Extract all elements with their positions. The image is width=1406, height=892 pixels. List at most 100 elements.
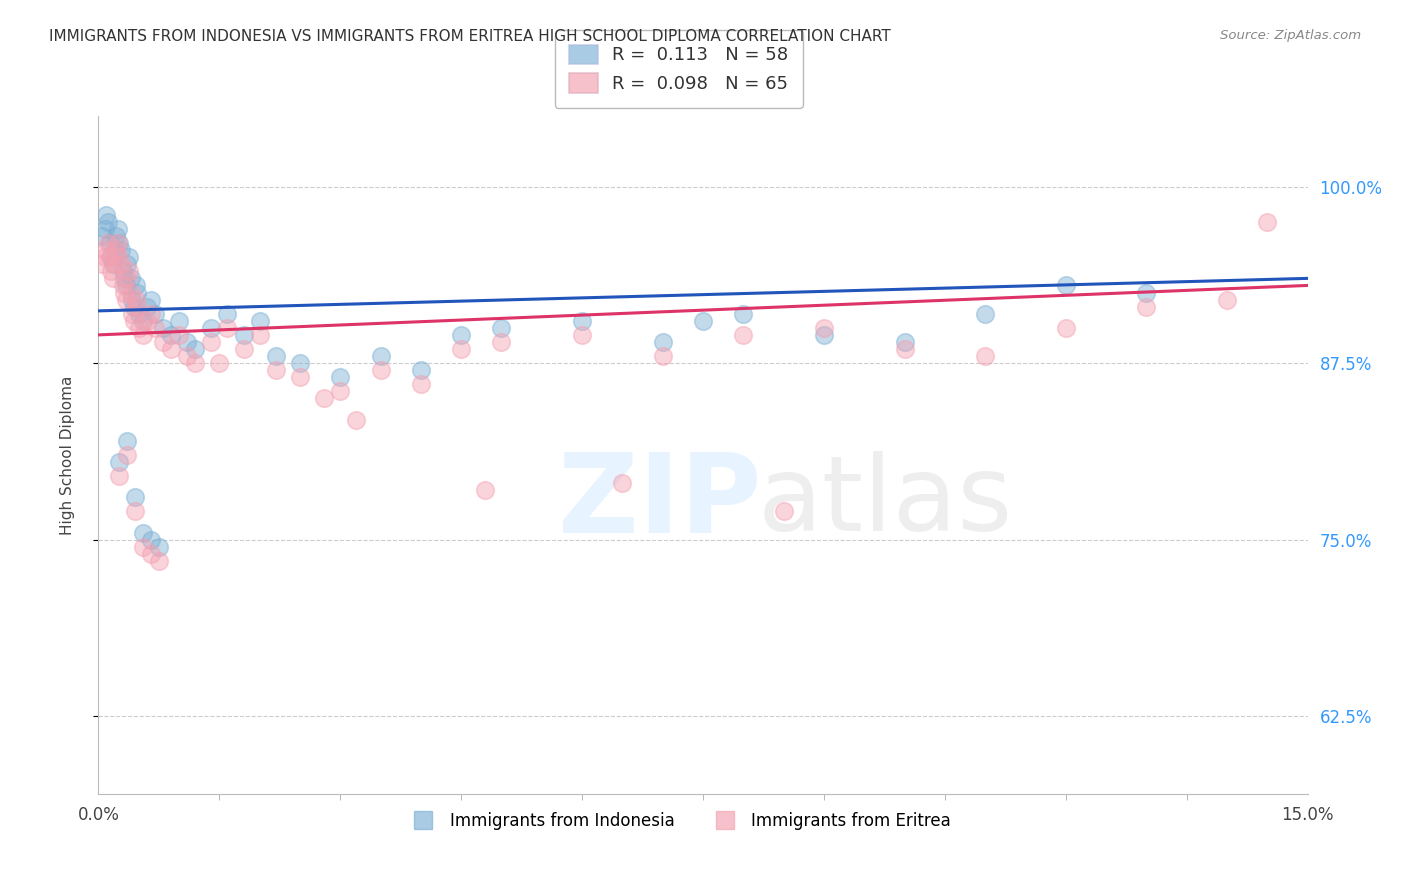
Point [100,264,122,278]
Point [450,327,472,342]
Point [105,229,128,244]
Point [329,384,352,399]
Point [108,250,131,264]
Point [110,257,132,271]
Point [571,327,593,342]
Point [132,540,155,554]
Point [103,257,125,271]
Point [96,243,118,257]
Point [139,533,162,547]
Point [733,307,755,321]
Point [974,349,997,363]
Legend: Immigrants from Indonesia, Immigrants from Eritrea: Immigrants from Indonesia, Immigrants fr… [399,805,957,837]
Point [288,370,311,384]
Point [344,412,367,426]
Point [143,307,166,321]
Point [200,321,222,335]
Point [148,540,170,554]
Point [139,547,162,561]
Point [135,300,157,314]
Point [98,250,121,264]
Point [139,307,162,321]
Point [112,271,135,285]
Point [122,314,145,328]
Point [117,257,139,271]
Point [208,356,231,370]
Point [124,504,146,518]
Point [148,554,170,568]
Point [128,307,150,321]
Point [121,293,143,307]
Point [107,236,129,251]
Point [184,356,207,370]
Point [450,342,472,356]
Point [143,321,166,335]
Point [111,278,134,293]
Point [94,222,117,236]
Point [120,285,142,300]
Point [176,334,198,349]
Point [101,257,124,271]
Point [117,271,139,285]
Point [128,321,150,335]
Point [409,363,432,377]
Point [122,300,145,314]
Point [111,264,134,278]
Point [120,271,142,285]
Point [370,363,392,377]
Point [184,342,207,356]
Text: Source: ZipAtlas.com: Source: ZipAtlas.com [1220,29,1361,42]
Point [132,327,155,342]
Y-axis label: High School Diploma: High School Diploma [60,376,75,534]
Point [135,314,157,328]
Point [232,342,254,356]
Point [152,321,174,335]
Point [98,236,121,251]
Point [97,215,120,229]
Text: atlas: atlas [758,451,1012,553]
Point [571,314,593,328]
Point [91,257,114,271]
Point [103,243,125,257]
Point [491,334,513,349]
Point [1216,293,1239,307]
Point [733,327,755,342]
Point [107,455,129,469]
Point [893,334,915,349]
Point [249,327,271,342]
Point [264,363,287,377]
Point [491,321,513,335]
Text: IMMIGRANTS FROM INDONESIA VS IMMIGRANTS FROM ERITREA HIGH SCHOOL DIPLOMA CORRELA: IMMIGRANTS FROM INDONESIA VS IMMIGRANTS … [49,29,891,44]
Point [152,334,174,349]
Point [167,327,190,342]
Point [200,334,222,349]
Point [1135,300,1157,314]
Point [112,285,135,300]
Point [115,448,138,462]
Point [1256,215,1278,229]
Point [115,434,138,448]
Point [370,349,392,363]
Point [249,314,271,328]
Point [118,264,141,278]
Point [118,250,141,264]
Point [127,300,149,314]
Point [108,236,131,251]
Point [132,525,155,540]
Point [167,314,190,328]
Point [107,469,129,483]
Point [105,243,128,257]
Point [160,327,183,342]
Point [101,271,124,285]
Point [132,314,155,328]
Point [813,327,835,342]
Point [96,208,118,222]
Point [100,250,122,264]
Point [893,342,915,356]
Point [217,321,239,335]
Point [1054,278,1077,293]
Point [139,293,162,307]
Point [176,349,198,363]
Point [651,349,673,363]
Point [217,307,239,321]
